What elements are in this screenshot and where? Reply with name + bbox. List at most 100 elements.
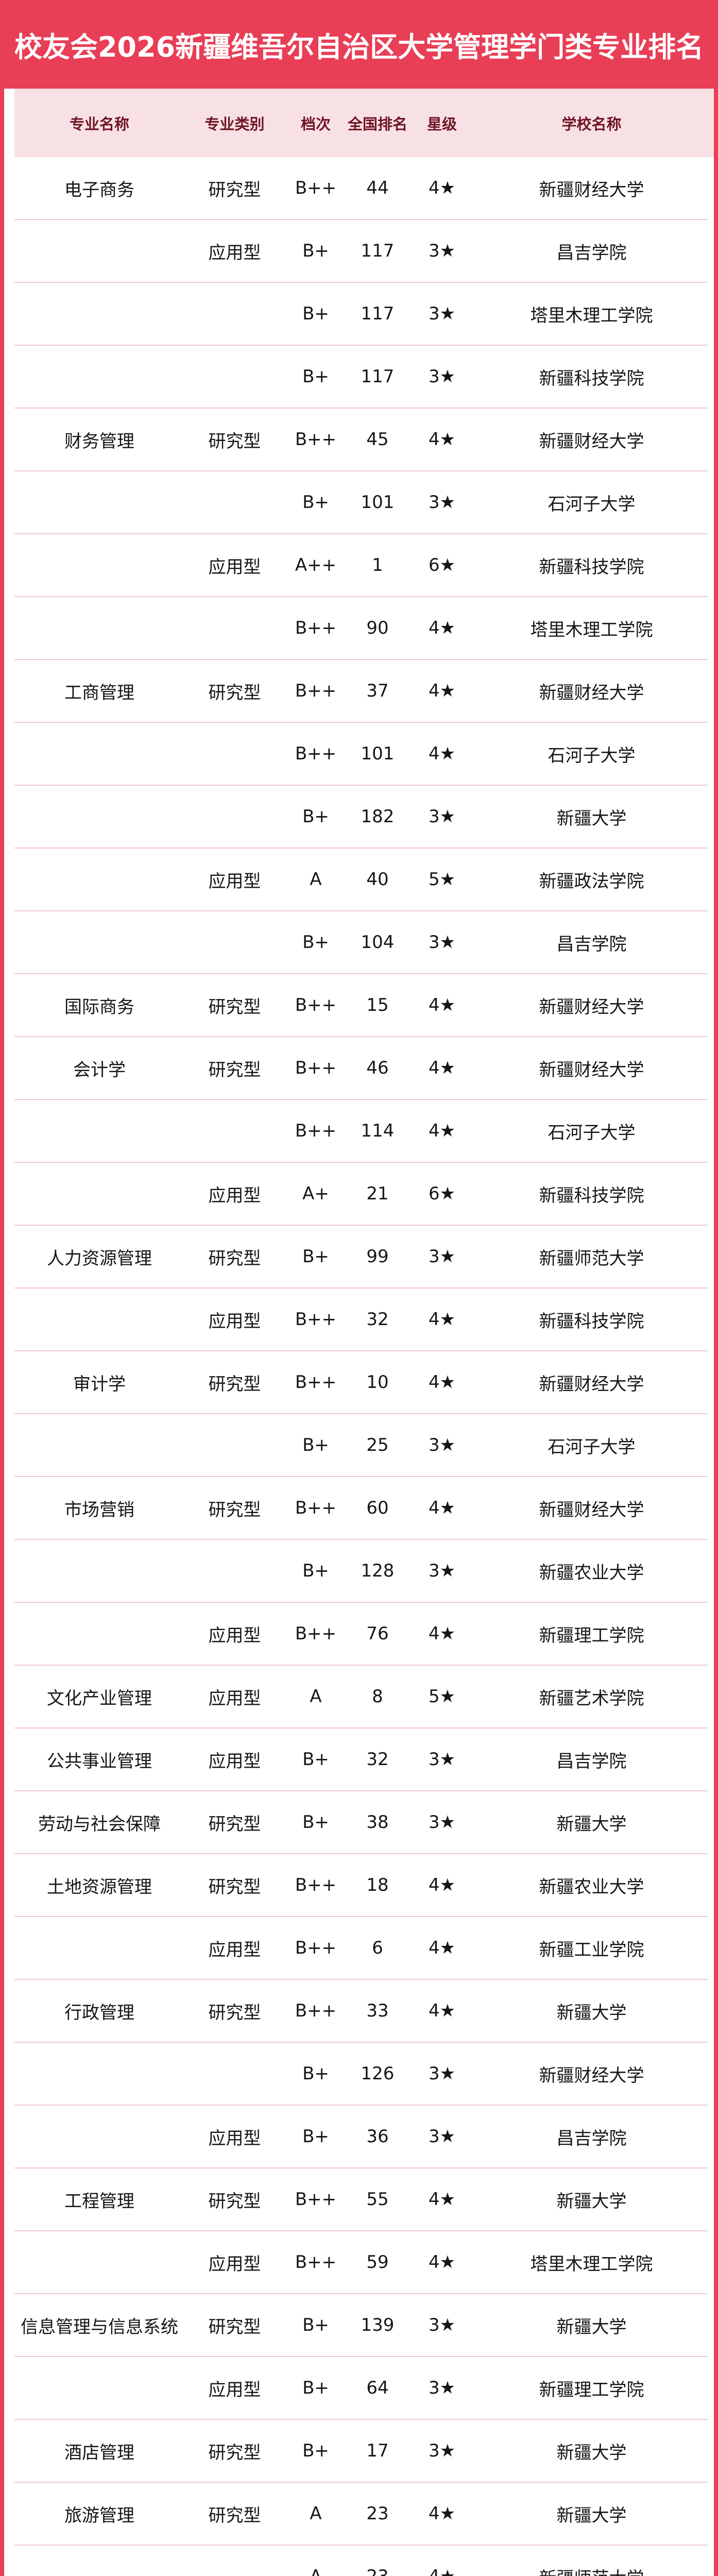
school-cell: 昌吉学院: [556, 934, 627, 955]
column-header-grade: 档次: [300, 115, 331, 133]
rank-cell: 76: [366, 1623, 389, 1644]
type-cell: 研究型: [208, 1876, 261, 1897]
table-row: A 23 4★ 新疆师范大学: [14, 2546, 708, 2576]
rank-cell: 23: [347, 2566, 408, 2576]
rank-cell: 104: [361, 932, 395, 953]
stars-cell: 6★: [428, 555, 456, 575]
school-cell: 新疆农业大学: [539, 1562, 644, 1583]
table-row: B+ 126 3★ 新疆财经大学: [14, 2043, 708, 2106]
table-row: B+ 128 3★ 新疆农业大学: [14, 1540, 708, 1603]
table-row: 应用型 A++ 1 6★ 新疆科技学院: [14, 534, 708, 597]
right-border: [714, 89, 718, 2576]
table-row: B++ 101 4★ 石河子大学: [14, 723, 708, 786]
grade-cell: B+: [302, 932, 329, 953]
stars-cell: 3★: [428, 366, 456, 387]
stars-cell: 4★: [428, 2503, 456, 2524]
rank-cell: 60: [366, 1498, 389, 1518]
stars-cell: 3★: [428, 1749, 456, 1770]
grade-cell: B++: [295, 2252, 337, 2273]
type-cell: 应用型: [208, 1751, 261, 1772]
left-border: [0, 89, 4, 2576]
stars-cell: 3★: [428, 2315, 456, 2335]
table-row: 人力资源管理 研究型 B+ 99 3★ 新疆师范大学: [14, 1226, 708, 1289]
table-row: B++ 90 4★ 塔里木理工学院: [14, 597, 708, 660]
type-cell: 应用型: [208, 242, 261, 263]
grade-cell: B++: [295, 2189, 337, 2210]
table-row: 电子商务 研究型 B++ 44 4★ 新疆财经大学: [14, 157, 708, 220]
school-cell: 昌吉学院: [556, 2128, 627, 2149]
table-row: 国际商务 研究型 B++ 15 4★ 新疆财经大学: [14, 974, 708, 1037]
grade-cell: A+: [302, 1183, 329, 1204]
stars-cell: 3★: [428, 241, 456, 261]
rank-cell: 101: [361, 743, 395, 764]
stars-cell: 4★: [428, 1875, 456, 1895]
grade-cell: B+: [302, 1246, 329, 1267]
stars-cell: 3★: [428, 1246, 456, 1267]
type-cell: 应用型: [208, 871, 261, 892]
grade-cell: B+: [302, 492, 329, 513]
stars-cell: 3★: [428, 303, 456, 324]
type-cell: 研究型: [208, 2002, 261, 2023]
rank-cell: 10: [366, 1372, 389, 1393]
major-cell: 人力资源管理: [47, 1248, 152, 1269]
stars-cell: 3★: [428, 806, 456, 827]
type-cell: 研究型: [208, 1059, 261, 1080]
school-cell: 新疆财经大学: [539, 996, 644, 1018]
stars-cell: 4★: [428, 995, 456, 1015]
table-row: 酒店管理 研究型 B+ 17 3★ 新疆大学: [14, 2420, 708, 2483]
school-cell: 新疆师范大学: [539, 1248, 644, 1269]
stars-cell: 3★: [428, 2126, 456, 2147]
grade-cell: B+: [302, 806, 329, 827]
rank-cell: 114: [361, 1121, 395, 1141]
school-cell: 新疆农业大学: [539, 1876, 644, 1897]
grade-cell: A: [310, 869, 322, 890]
type-cell: 研究型: [208, 431, 261, 452]
major-cell: 会计学: [73, 1059, 126, 1080]
grade-cell: B+: [302, 1812, 329, 1833]
school-cell: 石河子大学: [548, 1122, 636, 1143]
stars-cell: 4★: [428, 1309, 456, 1330]
rank-cell: 101: [361, 492, 395, 513]
rank-cell: 40: [366, 869, 389, 890]
type-cell: 研究型: [208, 2316, 261, 2337]
stars-cell: 4★: [428, 1372, 456, 1393]
school-cell: 新疆大学: [556, 2442, 627, 2463]
type-cell: 研究型: [208, 2191, 261, 2212]
grade-cell: B+: [302, 1435, 329, 1455]
table-row: 财务管理 研究型 B++ 45 4★ 新疆财经大学: [14, 409, 708, 471]
type-cell: 应用型: [208, 1185, 261, 1206]
type-cell: 应用型: [208, 1688, 261, 1709]
grade-cell: B+: [302, 366, 329, 387]
grade-cell: B+: [302, 241, 329, 261]
school-cell: 新疆大学: [556, 2505, 627, 2526]
grade-cell: B+: [302, 2315, 329, 2335]
grade-cell: B+: [302, 2378, 329, 2398]
type-cell: 研究型: [208, 179, 261, 200]
stars-cell: 6★: [428, 1183, 456, 1204]
table-header-row: 专业名称 专业类别 档次 全国排名 星级 学校名称: [14, 89, 714, 157]
school-cell: 昌吉学院: [556, 242, 627, 263]
type-cell: 应用型: [208, 556, 261, 578]
school-cell: 石河子大学: [548, 494, 636, 515]
grade-cell: B++: [295, 618, 337, 638]
type-cell: 应用型: [208, 1625, 261, 1646]
school-cell: 新疆大学: [556, 2191, 627, 2212]
rank-cell: 23: [366, 2503, 389, 2524]
stars-cell: 3★: [428, 1812, 456, 1833]
type-cell: 研究型: [208, 1374, 261, 1395]
table-row: 市场营销 研究型 B++ 60 4★ 新疆财经大学: [14, 1477, 708, 1540]
table-row: 应用型 B++ 6 4★ 新疆工业学院: [14, 1917, 708, 1980]
stars-cell: 3★: [428, 932, 456, 953]
rank-cell: 117: [361, 303, 395, 324]
grade-cell: B++: [295, 1372, 337, 1393]
table-row: 应用型 B++ 59 4★ 塔里木理工学院: [14, 2231, 708, 2294]
school-cell: 新疆大学: [556, 1814, 627, 1835]
grade-cell: B++: [295, 995, 337, 1015]
school-cell: 新疆财经大学: [539, 1374, 644, 1395]
table-row: 公共事业管理 应用型 B+ 32 3★ 昌吉学院: [14, 1728, 708, 1791]
school-cell: 新疆大学: [556, 2002, 627, 2023]
table-row: B+ 117 3★ 新疆科技学院: [14, 346, 708, 409]
stars-cell: 4★: [428, 1121, 456, 1141]
table-row: 工商管理 研究型 B++ 37 4★ 新疆财经大学: [14, 660, 708, 723]
school-cell: 新疆政法学院: [539, 871, 644, 892]
